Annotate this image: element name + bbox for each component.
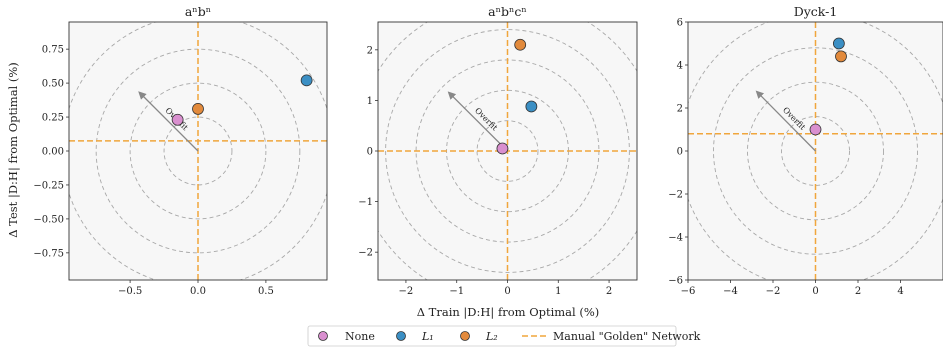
y-tick-label: −0.25 xyxy=(33,180,64,191)
data-point-l xyxy=(526,101,537,112)
x-tick-label: 0 xyxy=(812,286,818,297)
y-tick-label: 4 xyxy=(677,61,683,72)
x-tick-label: −4 xyxy=(723,286,738,297)
y-tick-label: 6 xyxy=(677,18,683,29)
y-tick-label: −6 xyxy=(668,276,683,287)
y-tick-label: 0 xyxy=(367,147,373,158)
x-tick-label: 0.0 xyxy=(190,286,206,297)
y-tick-label: −1 xyxy=(358,197,373,208)
y-tick-label: −2 xyxy=(358,248,373,259)
legend: None L₁ L₂ Manual "Golden" Network xyxy=(308,326,701,346)
legend-label-l1: L₁ xyxy=(421,330,434,343)
panel-1: Overfit−0.50.00.5−0.75−0.50−0.250.000.25… xyxy=(33,4,333,297)
legend-marker-l1 xyxy=(397,332,406,341)
x-tick-label: −6 xyxy=(681,286,696,297)
legend-label-l2: L₂ xyxy=(485,330,498,343)
data-point-l xyxy=(515,39,526,50)
legend-marker-none xyxy=(319,332,328,341)
y-tick-label: −0.50 xyxy=(33,214,64,225)
x-tick-label: 2 xyxy=(606,286,612,297)
y-tick-label: 2 xyxy=(367,45,373,56)
panel-title: Dyck-1 xyxy=(794,4,838,19)
y-tick-label: −4 xyxy=(668,233,683,244)
y-tick-label: 0 xyxy=(677,147,683,158)
x-tick-label: 1 xyxy=(555,286,561,297)
x-tick-label: −0.5 xyxy=(118,286,142,297)
x-tick-label: 0.5 xyxy=(258,286,274,297)
x-tick-label: −2 xyxy=(399,286,414,297)
panels: Overfit−0.50.00.5−0.75−0.50−0.250.000.25… xyxy=(33,0,943,303)
y-tick-label: 0.50 xyxy=(42,79,64,90)
data-point-none xyxy=(497,143,508,154)
y-tick-label: 2 xyxy=(677,104,683,115)
data-point-none xyxy=(810,124,821,135)
y-axis-label: Δ Test |D:H| from Optimal (%) xyxy=(6,62,21,238)
x-tick-label: 4 xyxy=(897,286,903,297)
data-point-none xyxy=(172,114,183,125)
y-tick-label: 0.75 xyxy=(42,45,64,56)
y-tick-label: −0.75 xyxy=(33,248,64,259)
x-axis-label: Δ Train |D:H| from Optimal (%) xyxy=(417,305,600,320)
panel-title: aⁿbⁿ xyxy=(185,4,211,19)
y-tick-label: 0.00 xyxy=(42,147,64,158)
panel-title: aⁿbⁿcⁿ xyxy=(488,4,527,19)
legend-label-golden: Manual "Golden" Network xyxy=(553,330,701,343)
data-point-l xyxy=(301,75,312,86)
y-tick-label: 1 xyxy=(367,96,373,107)
x-tick-label: 0 xyxy=(504,286,510,297)
x-tick-label: 2 xyxy=(855,286,861,297)
x-tick-label: −1 xyxy=(449,286,464,297)
data-point-l xyxy=(193,103,204,114)
legend-marker-l2 xyxy=(461,332,470,341)
y-tick-label: 0.25 xyxy=(42,113,64,124)
y-tick-label: −2 xyxy=(668,190,683,201)
data-point-l xyxy=(833,38,844,49)
legend-label-none: None xyxy=(345,330,375,343)
data-point-l xyxy=(836,51,847,62)
x-tick-label: −2 xyxy=(766,286,781,297)
